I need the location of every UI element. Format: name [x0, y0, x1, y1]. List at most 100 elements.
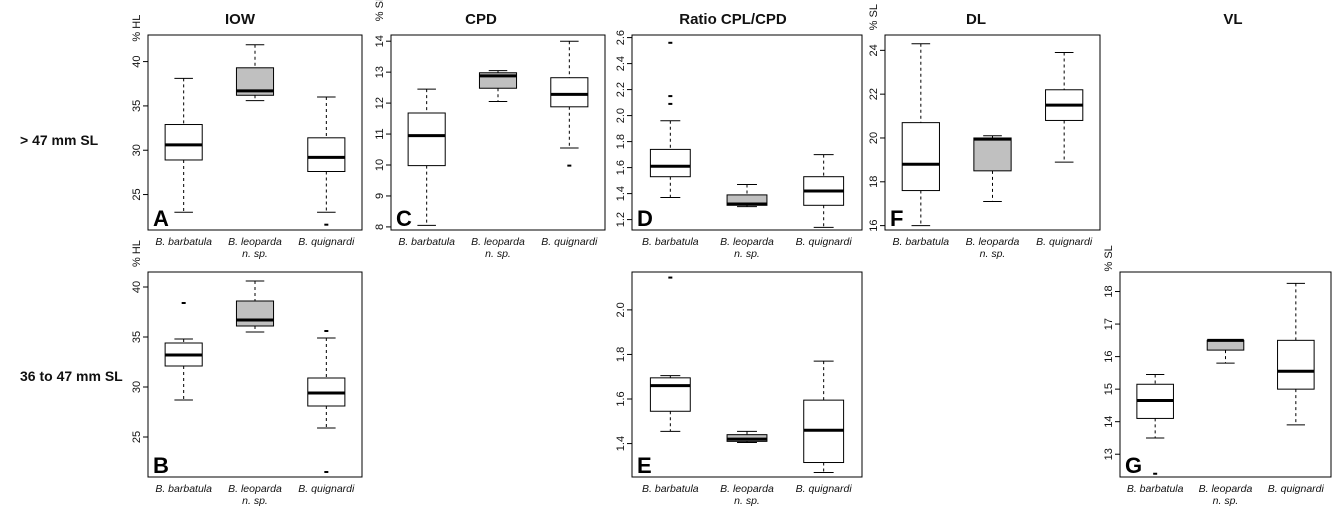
y-tick-label: 22 — [868, 88, 880, 100]
panel-letter: A — [153, 206, 169, 231]
category-label: B. leoparda — [966, 236, 1020, 248]
y-tick-label: 13 — [1103, 448, 1115, 460]
category-label: B. barbatula — [1127, 483, 1184, 495]
y-tick-label: 18 — [868, 176, 880, 188]
box-3: B. quignardi — [541, 40, 598, 248]
category-label: B. quignardi — [1268, 483, 1325, 495]
box-body — [307, 137, 346, 172]
y-axis-unit-label: % SL — [1103, 245, 1115, 271]
category-label: n. sp. — [485, 248, 511, 260]
y-tick-label: 35 — [131, 100, 143, 112]
y-tick-label: 40 — [131, 281, 143, 293]
y-tick-label: 35 — [131, 331, 143, 343]
plot-frame — [147, 271, 363, 478]
y-tick-label: 8 — [374, 224, 386, 230]
box-1: B. barbatula — [398, 88, 455, 248]
panel-d: 1.2 1.4 1.6 1.8 2.0 2.2 2.4 2.6 B. barbatula B. l… — [615, 30, 863, 260]
category-label: n. sp. — [734, 248, 760, 260]
box-3: B. quignardi — [1268, 282, 1325, 495]
y-tick-label: 13 — [374, 66, 386, 78]
box-body — [164, 124, 203, 161]
y-tick-label: 16 — [868, 219, 880, 231]
category-label: B. leoparda — [720, 236, 774, 248]
y-tick-label: 11 — [374, 128, 386, 139]
panel-g: 13 14 15 16 17 18 % SL B. barbatula B. leopardan… — [1103, 245, 1332, 507]
y-tick-label: 1.6 — [615, 160, 627, 175]
box-1: B. barbatula — [155, 302, 212, 495]
y-tick-label: 24 — [868, 44, 880, 56]
plot-frame — [147, 34, 363, 231]
y-axis-unit-label: % SL — [868, 4, 880, 30]
y-tick-label: 30 — [131, 381, 143, 393]
category-label: B. leoparda — [228, 236, 282, 248]
y-tick-label: 14 — [374, 35, 386, 47]
category-label: B. barbatula — [155, 236, 212, 248]
y-tick-label: 1.8 — [615, 134, 627, 149]
y-tick-label: 18 — [1103, 285, 1115, 297]
category-label: n. sp. — [242, 248, 268, 260]
panel-letter: F — [890, 206, 903, 231]
y-tick-label: 17 — [1103, 318, 1115, 330]
column-titles: IOW CPD Ratio CPL/CPD DL VL — [225, 11, 1243, 28]
column-title-dl: DL — [966, 11, 986, 28]
box-1: B. barbatula — [1127, 374, 1184, 495]
y-tick-label: 1.6 — [615, 391, 627, 406]
box-body — [649, 377, 691, 412]
y-tick-label: 15 — [1103, 383, 1115, 395]
category-label: n. sp. — [242, 495, 268, 507]
y-tick-label: 9 — [374, 193, 386, 199]
box-3: B. quignardi — [796, 360, 853, 495]
y-tick-label: 1.4 — [615, 186, 627, 201]
box-body — [235, 300, 275, 327]
box-1: B. barbatula — [642, 41, 699, 248]
column-title-iow: IOW — [225, 11, 256, 28]
panel-letter: D — [637, 206, 653, 231]
y-tick-label: 2.4 — [615, 56, 627, 71]
box-body — [1277, 339, 1315, 390]
box-body — [407, 112, 446, 167]
category-label: B. leoparda — [228, 483, 282, 495]
y-tick-label: 40 — [131, 55, 143, 67]
category-label: B. quignardi — [298, 483, 355, 495]
plot-frame — [1119, 271, 1332, 478]
y-tick-label: 30 — [131, 144, 143, 156]
y-tick-label: 20 — [868, 132, 880, 144]
row-label-small: 36 to 47 mm SL — [20, 368, 123, 384]
y-axis-unit-label: % HL — [131, 240, 143, 267]
plot-frame — [631, 34, 863, 231]
y-tick-label: 1.8 — [615, 347, 627, 362]
panel-letter: C — [396, 206, 412, 231]
y-tick-label: 16 — [1103, 350, 1115, 362]
box-body — [649, 148, 691, 178]
category-label: n. sp. — [980, 248, 1006, 260]
category-label: B. leoparda — [720, 483, 774, 495]
y-tick-label: 25 — [131, 431, 143, 443]
y-tick-label: 2.0 — [615, 302, 627, 317]
box-1: B. barbatula — [642, 276, 699, 495]
category-label: B. leoparda — [1199, 483, 1253, 495]
panel-c: 8 9 10 11 12 13 14 % SL B. barbatula B. leopardan… — [374, 0, 606, 260]
panel-letter: G — [1125, 453, 1142, 478]
column-title-vl: VL — [1223, 11, 1242, 28]
box-3: B. quignardi — [1036, 52, 1093, 248]
box-1: B. barbatula — [893, 43, 950, 248]
category-label: B. quignardi — [796, 483, 853, 495]
y-tick-label: 2.0 — [615, 108, 627, 123]
box-3: B. quignardi — [298, 96, 355, 248]
panel-letter: B — [153, 453, 169, 478]
category-label: B. barbatula — [893, 236, 950, 248]
category-label: B. quignardi — [1036, 236, 1093, 248]
plot-frame — [390, 34, 606, 231]
category-label: B. leoparda — [471, 236, 525, 248]
box-3: B. quignardi — [796, 154, 852, 248]
y-tick-label: 1.2 — [615, 212, 627, 227]
